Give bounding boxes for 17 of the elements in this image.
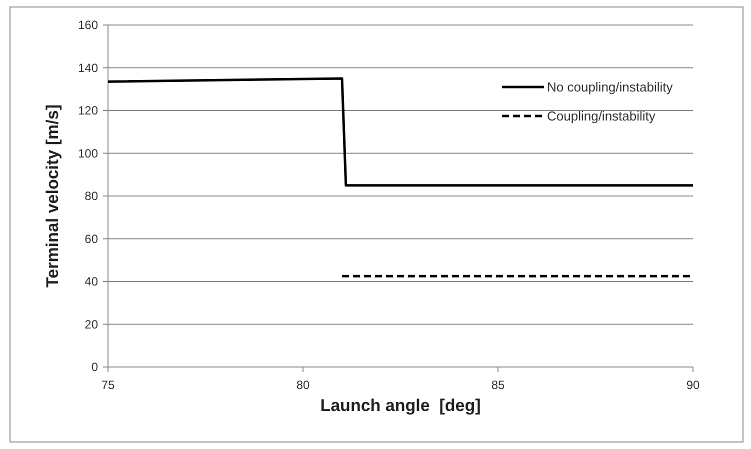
y-tick-label: 0: [91, 360, 98, 374]
y-tick-label: 20: [84, 317, 98, 332]
y-tick-label: 60: [84, 232, 98, 246]
y-tick-label: 160: [78, 18, 98, 32]
x-tick-label: 75: [101, 378, 115, 392]
y-tick-label: 140: [78, 60, 98, 75]
legend-label: Coupling/instability: [547, 108, 656, 124]
y-tick-label: 120: [78, 104, 98, 118]
y-axis-title: Terminal velocity [m/s]: [43, 104, 62, 288]
x-tick-label: 85: [491, 378, 505, 392]
y-tick-label: 40: [84, 274, 98, 289]
legend-label: No coupling/instability: [547, 80, 674, 95]
y-tick-label: 80: [84, 189, 98, 204]
y-tick-label: 100: [78, 146, 98, 160]
x-axis-title: Launch angle [deg]: [320, 396, 481, 415]
x-tick-label: 90: [686, 378, 700, 392]
x-tick-label: 80: [296, 378, 310, 392]
